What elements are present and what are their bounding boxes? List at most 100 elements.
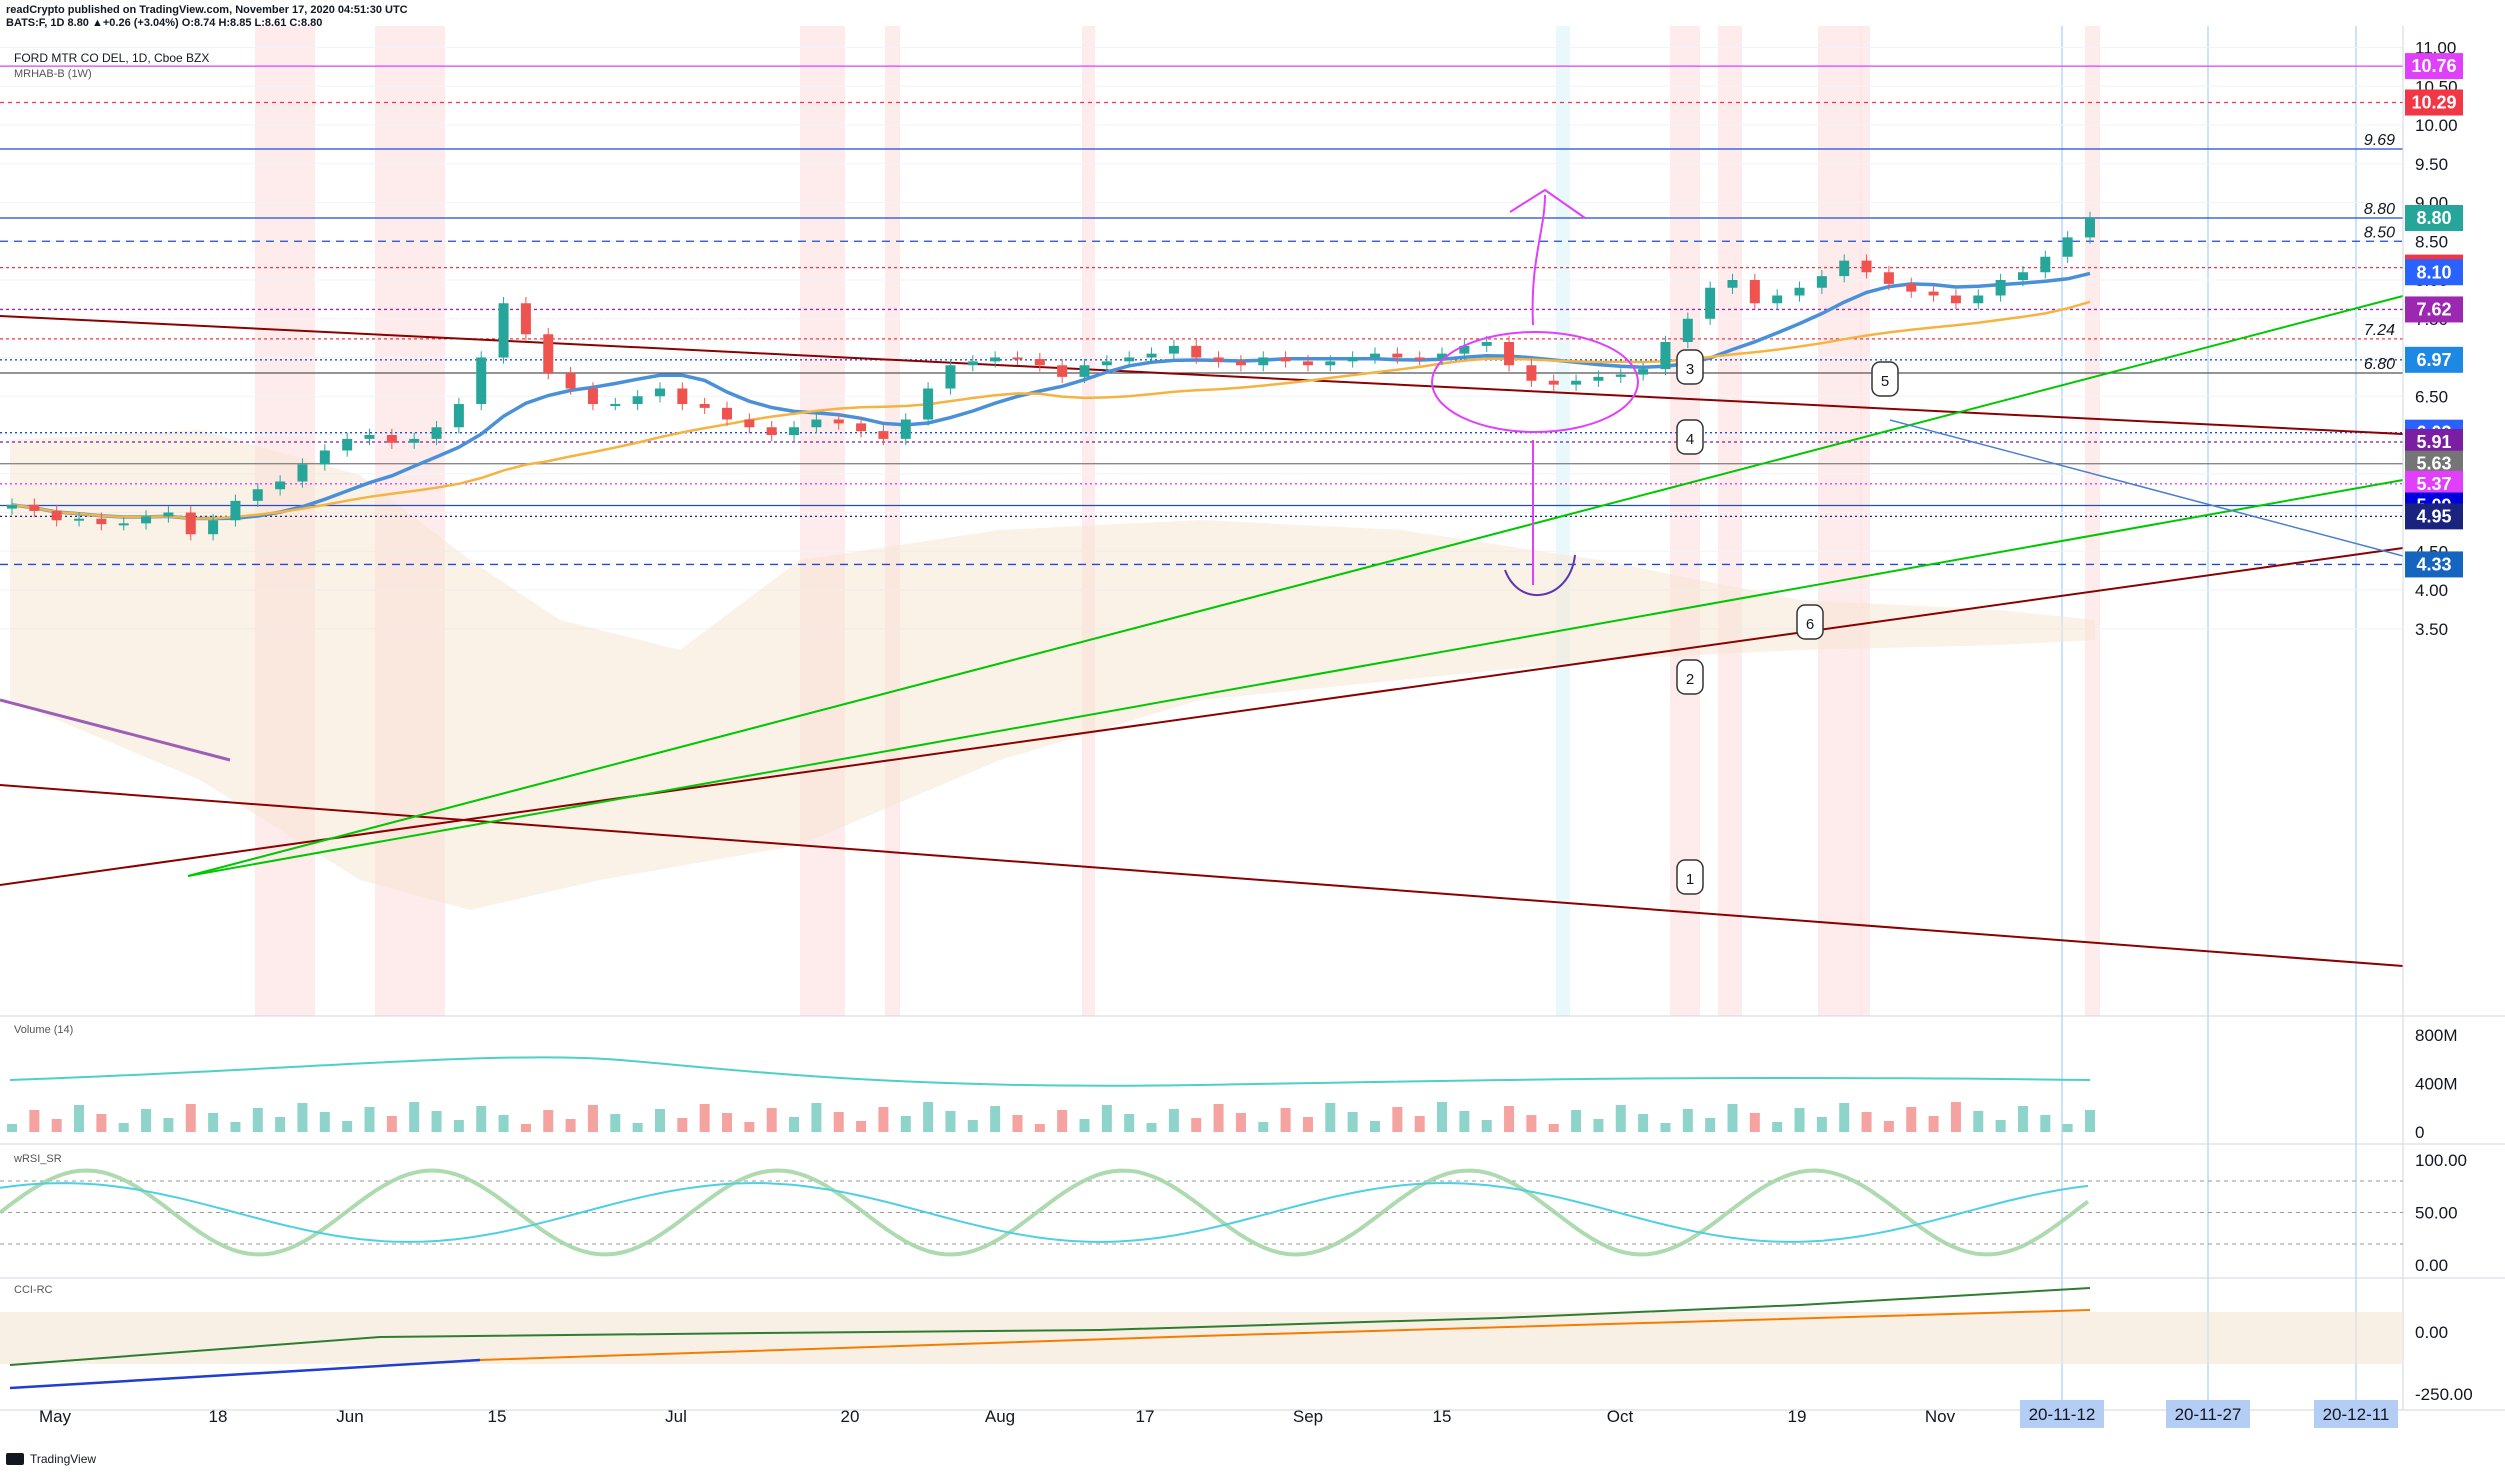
highlight-strip <box>1718 26 1742 1016</box>
price-tag-bg <box>2405 503 2463 530</box>
volume-bar <box>1481 1120 1492 1132</box>
volume-bar <box>632 1123 643 1132</box>
volume-bar <box>1012 1115 1023 1132</box>
rsi-slow-line <box>0 1182 2089 1243</box>
level-label: 8.80 <box>2364 201 2395 218</box>
candle-body <box>1682 318 1693 342</box>
candle-body <box>856 423 867 432</box>
candle-body <box>1213 357 1224 362</box>
candle-body <box>297 464 308 482</box>
candle-body <box>342 438 353 451</box>
candle-body <box>1012 357 1023 360</box>
candle-body <box>543 334 554 373</box>
wave-callout: 1 <box>1676 859 1704 895</box>
volume-bar <box>1660 1123 1671 1132</box>
price-tag-bg <box>2405 259 2463 286</box>
candle-body <box>364 435 375 439</box>
time-tick: Oct <box>1607 1407 1634 1426</box>
candle-body <box>141 516 152 524</box>
candle-body <box>476 357 487 404</box>
rsi-tick: 0.00 <box>2415 1256 2448 1275</box>
trend-lines <box>0 295 2404 967</box>
ma-fast-line <box>11 271 2091 521</box>
volume-bar <box>7 1124 17 1132</box>
volume-bar <box>543 1110 554 1132</box>
candle-body <box>409 438 420 443</box>
volume-bar <box>1906 1107 1917 1132</box>
volume-pane <box>7 1056 2095 1132</box>
level-label: 6.80 <box>2364 356 2395 373</box>
candle-body <box>1124 357 1135 362</box>
price-tag-bg <box>2405 296 2463 323</box>
volume-bar <box>565 1119 576 1132</box>
callout-label: 3 <box>1686 361 1694 378</box>
candle-body <box>1302 361 1313 366</box>
time-axis[interactable]: May 18 Jun 15 Jul 20 Aug 17 Sep 15 Oct 19 Nov 20-11-1… <box>39 1400 2398 1428</box>
volume-bar <box>990 1106 1001 1132</box>
price-tags: 10.7610.298.808.168.107.626.976.035.915.… <box>2405 53 2463 578</box>
price-tick: 11.00 <box>2415 39 2456 58</box>
candle-body <box>2040 256 2051 273</box>
volume-bar <box>2085 1110 2095 1132</box>
callout-label: 5 <box>1881 373 1889 390</box>
volume-bar <box>1057 1110 1068 1132</box>
volume-bar <box>386 1116 397 1132</box>
cci-title: CCI-RC <box>14 1284 53 1296</box>
candle-body <box>1347 357 1358 362</box>
volume-bar <box>967 1120 978 1132</box>
volume-bar <box>1883 1121 1894 1132</box>
candle-body <box>900 419 911 439</box>
price-axis[interactable]: 800M 400M 0 100.00 50.00 0.00 0.00 -250.00 11.00… <box>2415 39 2473 1405</box>
volume-bar <box>1347 1112 1358 1132</box>
volume-bar <box>1727 1104 1738 1132</box>
price-tag: 5.37 <box>2405 470 2463 497</box>
volume-bar <box>1168 1109 1179 1132</box>
drawn-arrow-head <box>1509 188 1586 219</box>
candle-body <box>1906 283 1917 292</box>
wave-callout: 4 <box>1676 419 1704 455</box>
volume-bar <box>1079 1119 1090 1132</box>
trendline-green-1 <box>187 295 2404 877</box>
time-tick: 15 <box>1433 1407 1452 1426</box>
price-tag-value: 7.62 <box>2416 299 2451 319</box>
volume-bar <box>1213 1104 1224 1132</box>
cci-line <box>9 1287 2091 1366</box>
trendline-lower-red <box>0 784 2404 967</box>
time-tick: 15 <box>488 1407 507 1426</box>
volume-bar <box>1638 1114 1649 1132</box>
price-tag-value: 6.97 <box>2416 350 2451 370</box>
volume-bar <box>654 1109 665 1132</box>
volume-bar <box>1302 1117 1313 1132</box>
trendline-upper-red <box>0 315 2404 435</box>
rsi-tick: 50.00 <box>2415 1204 2458 1223</box>
volume-bar <box>1973 1111 1984 1132</box>
price-tag: 4.33 <box>2405 551 2463 578</box>
time-tick: 20 <box>841 1407 860 1426</box>
candle-body <box>1414 357 1425 360</box>
volume-bar <box>766 1108 777 1132</box>
volume-bar <box>1548 1124 1559 1132</box>
volume-bar <box>163 1118 174 1132</box>
wave-callout: 6 <box>1796 604 1824 640</box>
volume-bar <box>1816 1117 1827 1132</box>
highlight-strip <box>1860 26 1870 1016</box>
date-badge-label: 20-11-12 <box>2029 1405 2096 1424</box>
price-tag-value: 10.29 <box>2411 93 2456 113</box>
highlight-strip <box>800 26 845 1016</box>
volume-bar <box>1526 1115 1537 1132</box>
date-badge-bg <box>2020 1400 2104 1428</box>
volume-bar <box>744 1122 755 1132</box>
price-tag-value: 5.37 <box>2416 474 2451 494</box>
chart-header: readCrypto published on TradingView.com,… <box>6 4 408 30</box>
candle-body <box>766 427 777 435</box>
volume-bar <box>2040 1115 2051 1132</box>
volume-bar <box>923 1102 934 1132</box>
price-tag: 5.91 <box>2405 428 2463 455</box>
volume-bar <box>476 1106 487 1132</box>
time-tick: Jun <box>336 1407 363 1426</box>
candle-body <box>833 419 844 424</box>
candles <box>7 211 2095 541</box>
footer[interactable]: TradingView <box>6 1452 96 1466</box>
candle-body <box>722 407 733 420</box>
